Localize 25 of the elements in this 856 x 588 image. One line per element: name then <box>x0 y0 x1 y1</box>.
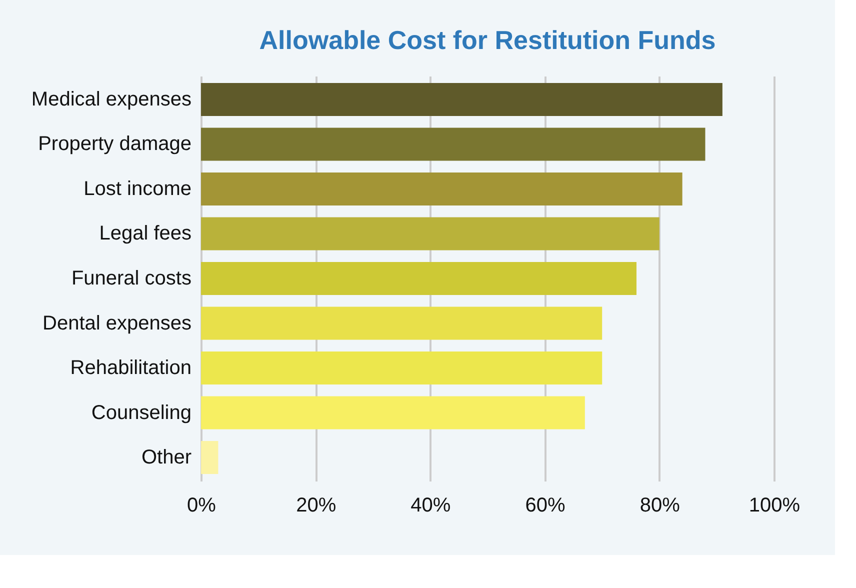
y-tick-label: Counseling <box>91 402 192 424</box>
bar <box>201 396 585 430</box>
y-tick-label: Medical expenses <box>31 88 192 110</box>
chart-title: Allowable Cost for Restitution Funds <box>259 25 716 55</box>
bar <box>201 172 682 206</box>
x-tick-label: 0% <box>187 494 216 516</box>
y-tick-label: Funeral costs <box>71 268 192 290</box>
bar <box>201 306 602 340</box>
y-tick-label: Rehabilitation <box>70 357 192 380</box>
y-tick-label: Lost income <box>84 178 192 200</box>
bar <box>201 82 722 116</box>
x-tick-label: 80% <box>640 494 680 516</box>
y-tick-label: Property damage <box>38 133 192 156</box>
x-tick-label: 60% <box>525 494 566 516</box>
x-tick-label: 20% <box>296 494 336 516</box>
bar <box>201 262 636 295</box>
bar <box>201 128 706 161</box>
bar <box>201 352 602 385</box>
y-tick-label: Dental expenses <box>42 312 192 334</box>
bar <box>201 441 218 474</box>
bar <box>201 217 660 250</box>
x-tick-label: 40% <box>410 494 451 516</box>
x-tick-label: 100% <box>748 494 800 516</box>
y-tick-label: Legal fees <box>99 222 192 245</box>
y-tick-label: Other <box>141 446 192 469</box>
